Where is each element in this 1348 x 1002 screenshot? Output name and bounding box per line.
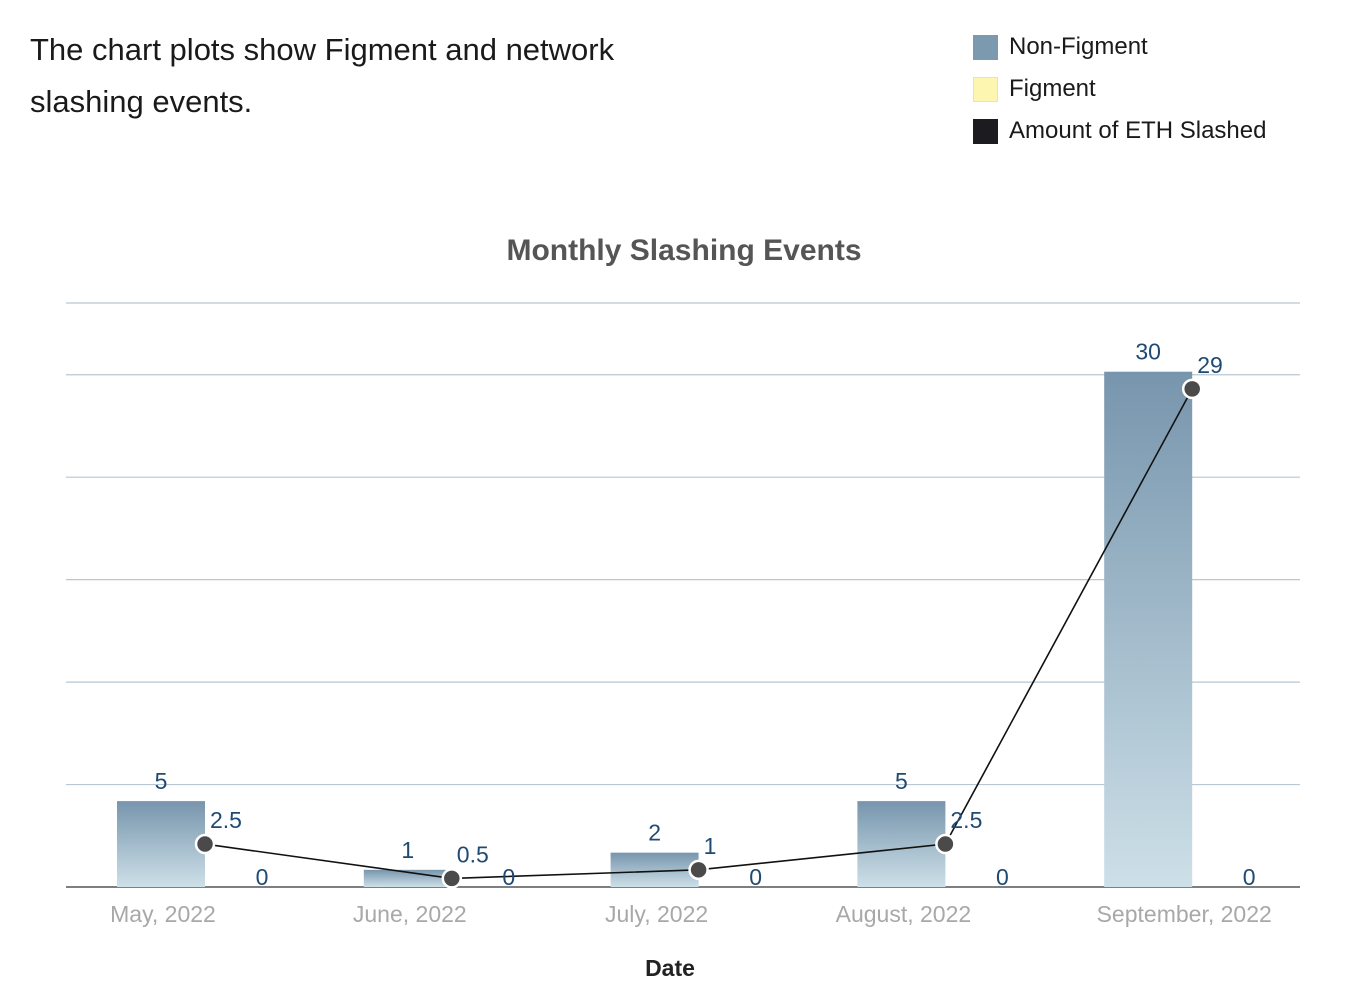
eth-slashed-line [194, 378, 1203, 889]
x-tick-label: September, 2022 [1097, 901, 1272, 927]
eth-slashed-line-path [204, 388, 1193, 880]
bar-non-figment[interactable] [857, 801, 946, 887]
label-eth-slashed: 2.5 [210, 807, 242, 833]
eth-slashed-point[interactable] [935, 833, 956, 855]
grid-lines [66, 302, 1300, 888]
legend-item-figment[interactable]: Figment [973, 68, 1266, 110]
legend-swatch-figment [973, 76, 998, 102]
label-figment: 0 [996, 864, 1009, 890]
legend-swatch-non-figment [973, 34, 998, 60]
legend-item-non-figment[interactable]: Non-Figment [973, 26, 1266, 68]
bar-non-figment[interactable] [363, 869, 452, 887]
label-non-figment: 2 [648, 820, 661, 846]
label-figment: 0 [1243, 864, 1256, 890]
x-axis-ticks: May, 2022 June, 2022 July, 2022 August, 202… [110, 901, 1272, 927]
data-labels: 5 0 2.5 1 0 0.5 2 0 1 5 0 2.5 30 0 29 [155, 339, 1256, 890]
intro-text: The chart plots show Figment and network… [30, 32, 615, 119]
label-eth-slashed: 1 [704, 833, 717, 859]
x-tick-label: August, 2022 [836, 901, 972, 927]
label-non-figment: 5 [155, 768, 168, 794]
label-figment: 0 [749, 864, 762, 890]
label-figment: 0 [256, 864, 269, 890]
legend-label: Non-Figment [1009, 33, 1148, 60]
label-non-figment: 1 [401, 837, 414, 863]
legend-item-eth-slashed[interactable]: Amount of ETH Slashed [973, 110, 1266, 152]
eth-slashed-point[interactable] [194, 833, 216, 855]
chart-title: Monthly Slashing Events [506, 234, 861, 267]
label-figment: 0 [502, 864, 515, 890]
label-eth-slashed: 29 [1197, 352, 1223, 378]
bar-non-figment[interactable] [117, 801, 205, 887]
legend-label: Amount of ETH Slashed [1009, 117, 1267, 144]
bars [117, 371, 1193, 887]
label-eth-slashed: 2.5 [950, 807, 982, 833]
x-tick-label: July, 2022 [605, 901, 708, 927]
label-non-figment: 5 [895, 768, 908, 794]
label-eth-slashed: 0.5 [457, 841, 489, 867]
x-tick-label: May, 2022 [110, 901, 216, 927]
x-tick-label: June, 2022 [353, 901, 467, 927]
label-non-figment: 30 [1135, 339, 1161, 365]
legend-swatch-eth-slashed [973, 118, 998, 144]
legend: Non-Figment Figment Amount of ETH Slashe… [973, 26, 1266, 152]
eth-slashed-point[interactable] [688, 859, 709, 881]
bar-non-figment[interactable] [1104, 371, 1193, 887]
x-axis-title: Date [645, 955, 695, 981]
eth-slashed-point[interactable] [1181, 378, 1203, 400]
eth-slashed-point[interactable] [441, 868, 463, 889]
legend-label: Figment [1009, 75, 1096, 102]
